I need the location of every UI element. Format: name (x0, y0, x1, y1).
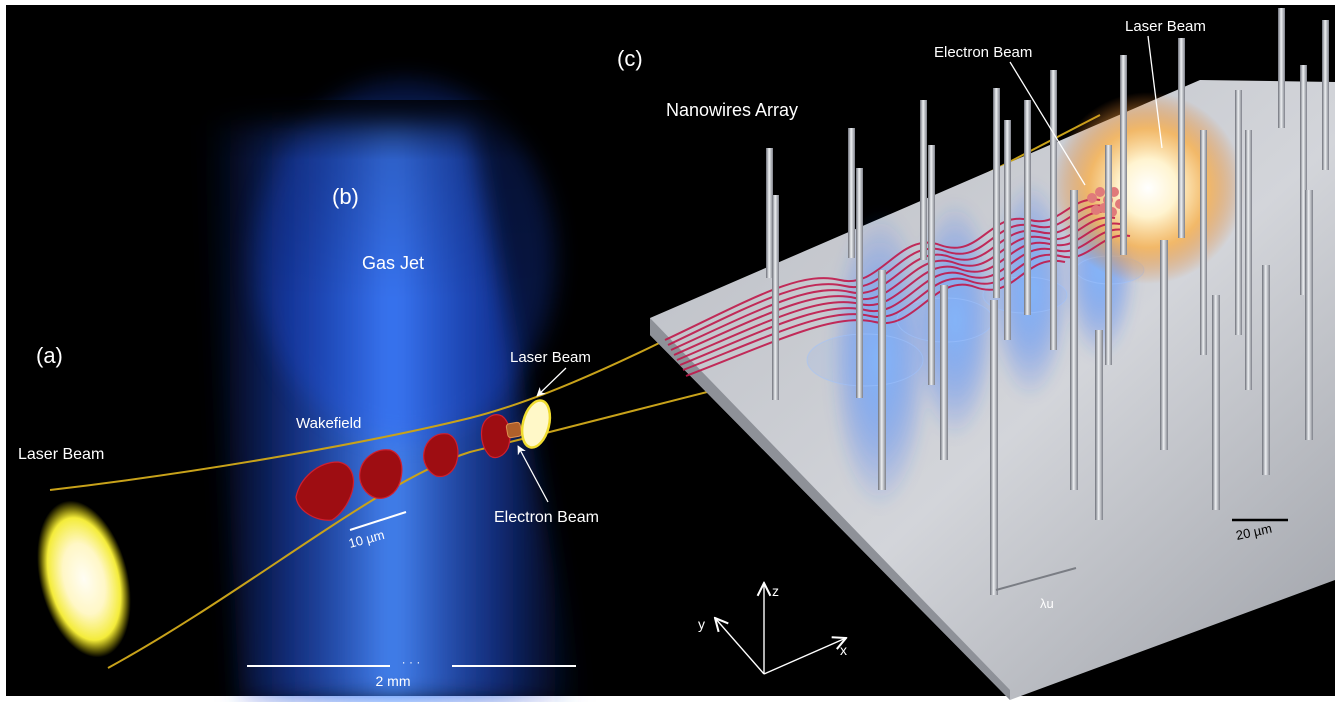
axes-triad (715, 583, 846, 675)
pointer-laser-beam-c (1147, 35, 1163, 149)
label-lambda-u: λu (1040, 596, 1054, 611)
panel-label-a: (a) (36, 343, 63, 368)
substrate-edge (650, 318, 1010, 700)
label-electron-beam-c: Electron Beam (934, 44, 1032, 61)
laser-pulse-driver (520, 399, 552, 449)
axis-y-arrow (715, 618, 765, 675)
axis-x-arrow (763, 638, 846, 675)
gas-jet (180, 80, 600, 702)
pointer-laser-beam-b (536, 367, 567, 397)
scale-label-gas-jet: 2 mm (376, 673, 411, 689)
labels: (a) (b) (c) Laser Beam Gas Jet Wakefield… (18, 18, 1206, 611)
wake-bubble-4 (480, 414, 511, 459)
panel-label-c: (c) (617, 46, 643, 71)
pointer-electron-beam-b (517, 445, 549, 503)
label-electron-beam-b: Electron Beam (494, 509, 599, 526)
lambda-u-dimension (995, 567, 1077, 591)
label-laser-beam-a: Laser Beam (18, 446, 104, 463)
label-laser-beam-c: Laser Beam (1125, 18, 1206, 35)
axis-z-label: z (772, 583, 779, 599)
scale-bar-nanowire: 20 µm (1232, 518, 1288, 543)
pointer-electron-beam-c (1009, 61, 1086, 186)
axis-x-label: x (840, 642, 847, 658)
nanowires (766, 8, 1329, 595)
laser-pulse-incoming (37, 500, 131, 658)
wake-bubble-1 (295, 461, 355, 521)
axis-y-label: y (698, 616, 705, 632)
label-gas-jet: Gas Jet (362, 253, 424, 273)
wake-bubble-3 (423, 433, 459, 478)
electron-bunch-b (505, 421, 523, 439)
label-wakefield: Wakefield (296, 415, 361, 432)
wakefield-bubbles (295, 399, 552, 521)
scale-bar-gas-jet: · · · 2 mm (247, 655, 576, 689)
label-nanowires-array: Nanowires Array (666, 100, 798, 120)
wake-bubble-2 (359, 449, 403, 499)
label-laser-beam-b: Laser Beam (510, 349, 591, 366)
scale-break: · · · (402, 655, 421, 669)
scale-label-nanowire: 20 µm (1235, 521, 1274, 543)
panel-label-b: (b) (332, 184, 359, 209)
